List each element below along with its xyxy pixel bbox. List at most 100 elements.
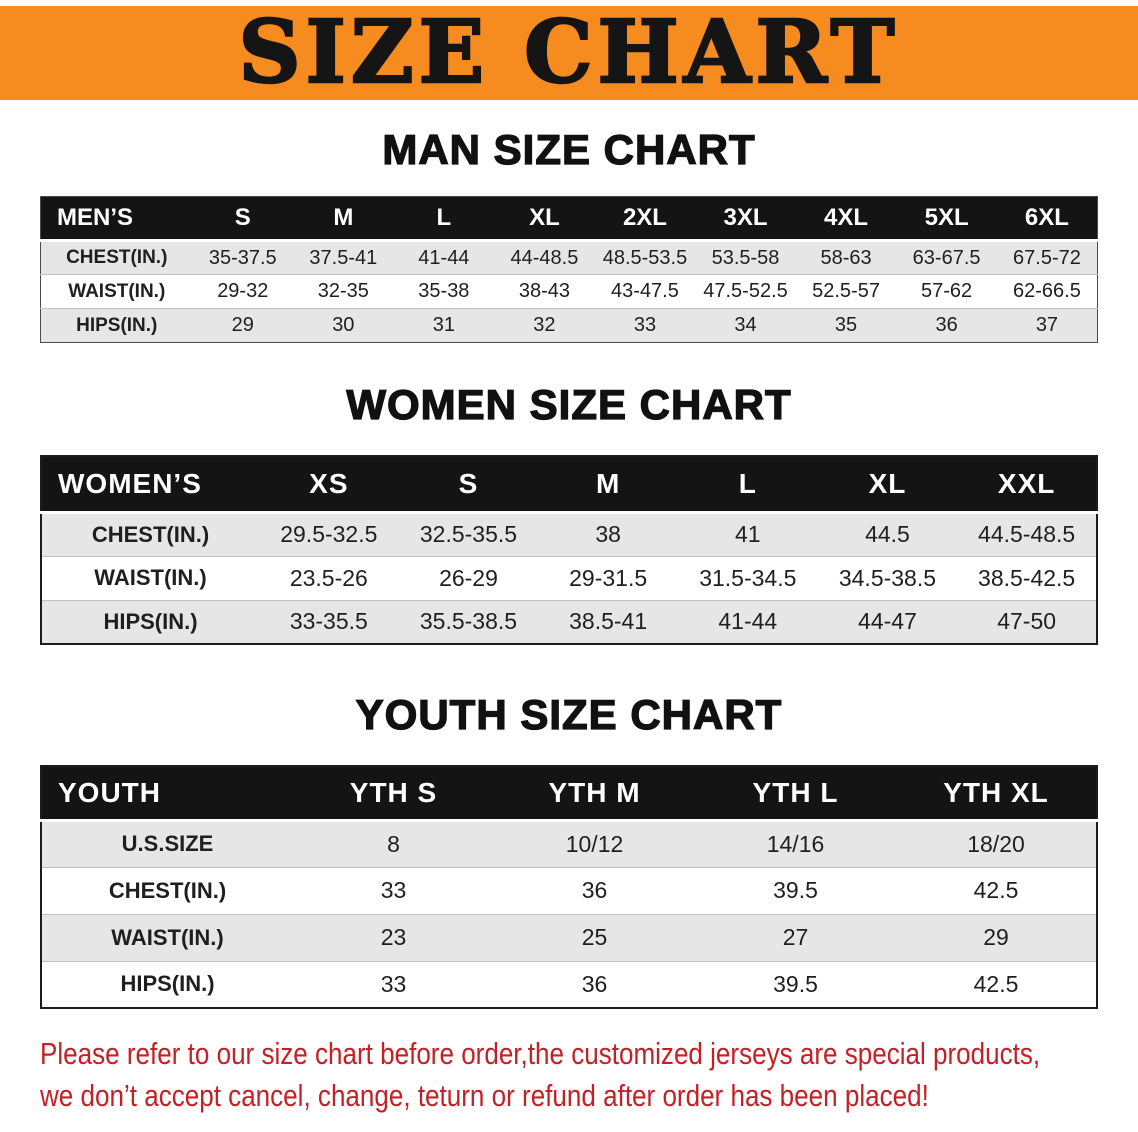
row-label: HIPS(IN.)	[40, 308, 193, 343]
row-label: CHEST(IN.)	[41, 867, 293, 915]
cell: 29-31.5	[538, 556, 678, 601]
col-header: 2XL	[594, 196, 696, 242]
col-header: M	[293, 196, 394, 242]
cell: 38.5-42.5	[957, 556, 1097, 601]
row-label: U.S.SIZE	[41, 820, 293, 868]
col-header: XS	[259, 456, 399, 514]
table-row: HIPS(IN.) 33-35.5 35.5-38.5 38.5-41 41-4…	[41, 600, 1097, 644]
col-header: YTH XL	[896, 766, 1097, 822]
women-corner-label: WOMEN’S	[41, 456, 259, 514]
col-header: 4XL	[795, 196, 897, 242]
col-header: S	[192, 196, 294, 242]
size-chart-banner: SIZE CHART	[0, 6, 1138, 100]
cell: 32.5-35.5	[398, 512, 539, 557]
table-row: WAIST(IN.) 23.5-26 26-29 29-31.5 31.5-34…	[41, 556, 1097, 601]
cell: 38-43	[494, 274, 595, 309]
cell: 44.5	[817, 512, 958, 557]
table-header-row: WOMEN’S XS S M L XL XXL	[41, 456, 1097, 514]
cell: 30	[293, 308, 394, 343]
col-header: M	[538, 456, 678, 514]
col-header: L	[677, 456, 818, 514]
heading-man-size-chart: MAN SIZE CHART	[382, 125, 756, 173]
col-header: L	[393, 196, 495, 242]
cell: 36	[581, 970, 608, 997]
cell: 33	[594, 308, 696, 343]
cell: 23.5-26	[259, 556, 399, 601]
youth-corner-label: YOUTH	[41, 766, 293, 822]
youth-size-table: YOUTH YTH S YTH M YTH L YTH XL U.S.SIZE …	[40, 765, 1098, 1009]
cell: 41	[677, 512, 818, 557]
cell: 25	[494, 914, 695, 962]
cell: 36	[494, 867, 695, 915]
cell: 39.5	[695, 867, 896, 915]
cell: 47-50	[957, 600, 1097, 644]
cell: 38	[538, 512, 678, 557]
table-header-row: MEN’S S M L XL 2XL 3XL 4XL 5XL 6XL	[40, 196, 1098, 242]
col-header: 6XL	[996, 196, 1098, 242]
cell: 33	[293, 867, 494, 915]
cell: 23	[293, 914, 494, 962]
col-header: 5XL	[896, 196, 997, 242]
banner-title: SIZE CHART	[237, 2, 900, 103]
women-size-table: WOMEN’S XS S M L XL XXL CHEST(IN.) 29.5-…	[40, 455, 1098, 645]
table-row: CHEST(IN.) 35-37.5 37.5-41 41-44 44-48.5…	[40, 240, 1098, 275]
col-header: YTH M	[494, 766, 695, 822]
cell: 33	[380, 970, 407, 997]
row-label: HIPS(IN.)	[120, 971, 215, 997]
col-header: YTH S	[293, 766, 494, 822]
cell: 31	[393, 308, 495, 343]
cell: 38.5-41	[538, 600, 678, 644]
cell: 36	[896, 308, 997, 343]
heading-women-size-chart: WOMEN SIZE CHART	[346, 380, 792, 428]
cell: 29-32	[192, 274, 294, 309]
cell: 33-35.5	[259, 600, 399, 644]
heading-youth-size-chart: YOUTH SIZE CHART	[355, 690, 783, 738]
cell: 67.5-72	[996, 240, 1098, 275]
men-corner-label: MEN’S	[40, 196, 193, 242]
table-row: U.S.SIZE 8 10/12 14/16 18/20	[41, 820, 1097, 868]
table-row: HIPS(IN.) 29 30 31 32 33 34 35 36 37	[40, 308, 1098, 343]
row-label: CHEST(IN.)	[41, 512, 259, 557]
cell: 29	[192, 308, 294, 343]
cell: 18/20	[896, 820, 1097, 868]
cell: 62-66.5	[996, 274, 1098, 309]
cell: 41-44	[393, 240, 495, 275]
cell: 53.5-58	[695, 240, 796, 275]
row-label: WAIST(IN.)	[40, 274, 193, 309]
cell: 10/12	[494, 820, 695, 868]
cell: 37.5-41	[293, 240, 394, 275]
row-label: CHEST(IN.)	[40, 240, 193, 275]
cell: 35-38	[393, 274, 495, 309]
row-label: WAIST(IN.)	[41, 914, 293, 962]
table-header-row: YOUTH YTH S YTH M YTH L YTH XL	[41, 766, 1097, 822]
col-header: S	[398, 456, 539, 514]
cell: 37	[996, 308, 1098, 343]
cell: 39.5	[773, 970, 818, 997]
cell: 32-35	[293, 274, 394, 309]
cell: 42.5	[973, 970, 1019, 997]
col-header: XXL	[957, 456, 1097, 514]
col-header: XL	[494, 196, 595, 242]
table-row: WAIST(IN.) 29-32 32-35 35-38 38-43 43-47…	[40, 274, 1098, 309]
cell: 29.5-32.5	[259, 512, 399, 557]
table-row: WAIST(IN.) 23 25 27 29	[41, 914, 1097, 962]
cell: 42.5	[896, 867, 1097, 915]
col-header: YTH L	[695, 766, 896, 822]
cell: 58-63	[795, 240, 897, 275]
cell: 35	[795, 308, 897, 343]
col-header: XL	[817, 456, 958, 514]
cell: 43-47.5	[594, 274, 696, 309]
table-row: HIPS(IN.) 33 36 39.5 42.5	[41, 961, 1097, 1008]
cell: 52.5-57	[795, 274, 897, 309]
cell: 26-29	[398, 556, 539, 601]
col-header: 3XL	[695, 196, 796, 242]
cell: 31.5-34.5	[677, 556, 818, 601]
row-label: HIPS(IN.)	[41, 600, 259, 644]
cell: 14/16	[695, 820, 896, 868]
cell: 44-47	[817, 600, 958, 644]
cell: 47.5-52.5	[695, 274, 796, 309]
disclaimer-line: we don’t accept cancel, change, teturn o…	[40, 1078, 929, 1114]
cell: 35.5-38.5	[398, 600, 539, 644]
cell: 44-48.5	[494, 240, 595, 275]
disclaimer-line: Please refer to our size chart before or…	[40, 1036, 1041, 1071]
